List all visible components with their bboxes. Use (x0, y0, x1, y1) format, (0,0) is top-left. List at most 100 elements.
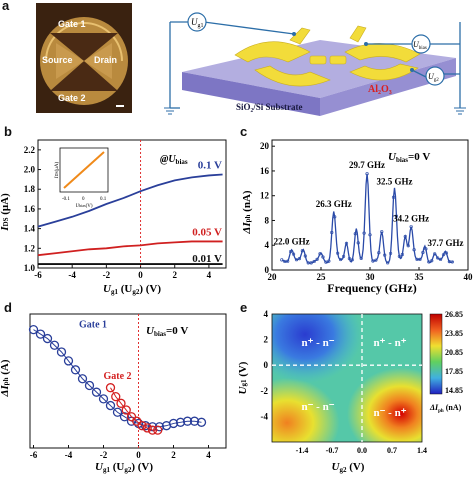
chart-d-xtick-label: -6 (30, 450, 38, 460)
chart-b-svg: IDS (μA) Ug1 (Ug2) (V) @Ubias -0.1 0 0.1… (0, 139, 227, 296)
chart-d-point (142, 423, 152, 433)
panel-c-label: c (240, 124, 248, 139)
schematic-ubias-label: Ubias (413, 40, 427, 51)
chart-e-xtick-label: -1.4 (296, 446, 309, 455)
chart-c-point (327, 259, 331, 263)
inset-ylabel: IDS(μA) (54, 161, 60, 179)
schematic-substrate-label: SiO₂/Si Substrate (236, 102, 302, 112)
chart-c-point (303, 254, 307, 258)
chart-c-point (356, 241, 360, 245)
panel-b-label: b (4, 124, 12, 139)
chart-b-series-label: 0.1 V (198, 159, 222, 171)
chart-e: Ug1 (V) Ug2 (V) n⁺ - n⁻ n⁺ - n⁺ n⁻ - n⁻ … (237, 306, 474, 474)
chart-d-point (111, 391, 121, 402)
chart-c-point (371, 259, 375, 263)
chart-c-point (286, 259, 290, 263)
chart-b-inset: -0.1 0 0.1 Ubias(V) IDS(μA) (54, 147, 109, 209)
chart-e-xtick-label: 0.7 (387, 446, 397, 455)
schematic-oxide-label: Al2O3 (368, 84, 392, 96)
chart-c-peak-label: 34.2 GHz (393, 213, 429, 223)
chart-c-point (353, 232, 357, 236)
chart-c-point (415, 257, 419, 261)
photo-gate2-label: Gate 2 (58, 93, 86, 103)
photo-drain-label: Drain (94, 55, 118, 65)
chart-d-point (189, 416, 200, 426)
chart-c-ytick-label: 4 (265, 240, 270, 250)
schematic-ug1-label: Ug1 (191, 17, 204, 29)
chart-d-xtick-label: 4 (206, 450, 211, 460)
colorbar-tick-label: 17.85 (445, 367, 463, 376)
chart-d-point (56, 347, 67, 357)
chart-c-point (377, 251, 381, 255)
chart-c-point (403, 234, 407, 239)
chart-b-xtick-label: -6 (34, 270, 42, 280)
heatmap (271, 313, 423, 443)
chart-b-ytick-label: 1.4 (24, 224, 36, 234)
chart-c-xtick-label: 25 (317, 272, 327, 282)
schematic-ug2-label: Ug2 (428, 72, 439, 83)
chart-c-point (388, 251, 393, 256)
chart-c-peak-label: 29.7 GHz (349, 160, 385, 170)
chart-b-series-line (37, 173, 223, 228)
chart-c-point (424, 247, 428, 251)
chart-c-point (283, 259, 287, 264)
chart-c-point (359, 256, 363, 261)
chart-d-svg: ΔIph (A) Ug1 (Ug2) (V) Ubias=0 V -6 -4 -2 0… (0, 313, 227, 474)
device-schematic: Ug1 Ubias Ug2 Al2O3 SiO₂/Si Substrate (160, 0, 472, 118)
chart-c-peak-label: 22.0 GHz (274, 236, 310, 246)
chart-d-xtick-label: 2 (171, 450, 176, 460)
chart-d-xtick-label: -2 (100, 450, 108, 460)
chart-c-point (324, 260, 328, 264)
chart-c-point (444, 251, 449, 255)
chart-e-ylabel: Ug1 (V) (238, 361, 249, 394)
chart-c-point (341, 254, 346, 259)
chart-c-point (312, 259, 316, 264)
chart-d-point (153, 425, 163, 435)
chart-c-point (418, 257, 422, 261)
chart-d-point (182, 416, 193, 426)
chart-d-point (137, 421, 147, 431)
chart-c-xtick-label: 35 (415, 272, 425, 282)
chart-d-point (112, 407, 123, 417)
chart-c-xtick-label: 40 (464, 272, 474, 282)
chart-d-point (105, 383, 116, 393)
chart-c-point (409, 225, 413, 229)
chart-b-series-label: 0.05 V (192, 226, 222, 238)
chart-c-point (347, 257, 352, 261)
chart-c-point (318, 252, 322, 256)
chart-b-ytick-label: 1.0 (24, 263, 36, 273)
photo-gate1-label: Gate 1 (58, 19, 86, 29)
chart-c-point (291, 252, 296, 256)
chart-b-xtick-label: -2 (103, 270, 111, 280)
chart-c-point (450, 260, 454, 264)
chart-e-xtick-label: 0.0 (357, 446, 367, 455)
device-micrograph: Gate 1 Source Drain Gate 2 (36, 3, 132, 113)
chart-c-point (391, 195, 396, 199)
quadrant-bl: n⁻ - n⁻ (301, 401, 334, 413)
chart-d-xtick-label: -4 (65, 450, 73, 460)
chart-c-ytick-label: 12 (260, 191, 270, 201)
colorbar-tick-label: 14.85 (445, 386, 463, 395)
chart-c-peak-label: 32.5 GHz (377, 176, 413, 186)
chart-e-ytick-label: -2 (261, 386, 269, 396)
chart-d-point (42, 333, 53, 344)
chart-c: ΔIph (nA) Frequency (GHz) Ubias=0 V 20 25… (238, 130, 474, 298)
chart-e-xtick-label: 1.4 (417, 446, 427, 455)
chart-c-point (344, 241, 349, 245)
colorbar-label: ΔIph (nA) (429, 403, 462, 414)
chart-b-ytick-label: 2.0 (24, 165, 36, 175)
chart-c-ytick-label: 8 (265, 215, 270, 225)
chart-c-point (447, 260, 451, 264)
chart-c-point (412, 248, 416, 252)
chart-c-point (338, 257, 343, 262)
chart-c-ytick-label: 0 (265, 265, 270, 275)
colorbar-tick-label: 23.85 (445, 329, 463, 338)
chart-c-point (380, 230, 384, 234)
inset-xlabel: Ubias(V) (75, 203, 92, 209)
chart-d-frame (29, 313, 227, 449)
chart-c-ytick-label: 20 (260, 141, 270, 151)
chart-b-series-line (37, 240, 223, 257)
chart-b-ytick-label: 1.8 (24, 184, 36, 194)
chart-c-point (336, 251, 340, 255)
chart-c-spectrum-line (281, 173, 454, 264)
